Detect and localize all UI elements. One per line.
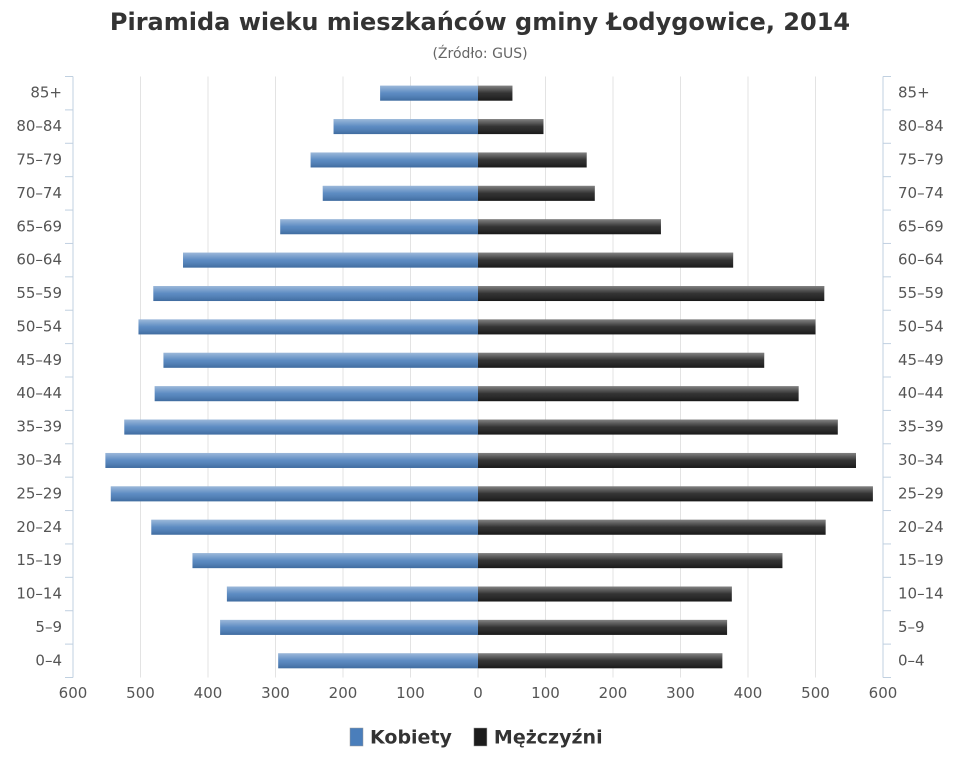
legend-swatch[interactable] <box>473 727 488 747</box>
chart-subtitle: (Źródło: GUS) <box>432 44 527 62</box>
category-label-right: 10–14 <box>898 585 944 603</box>
bar <box>478 452 856 468</box>
category-label-left: 65–69 <box>16 217 62 235</box>
bar <box>280 219 478 235</box>
category-label-right: 5–9 <box>898 618 925 636</box>
category-label-left: 10–14 <box>16 585 62 603</box>
category-label-right: 25–29 <box>898 484 944 502</box>
category-label-right: 40–44 <box>898 384 944 402</box>
bar <box>478 119 544 135</box>
bar <box>478 85 513 101</box>
x-tick-label: 600 <box>869 684 898 702</box>
bar <box>220 619 478 635</box>
bar <box>153 286 478 302</box>
bar <box>226 586 478 602</box>
category-label-left: 85+ <box>30 84 62 102</box>
bar <box>478 519 826 535</box>
chart-title: Piramida wieku mieszkańców gminy Łodygow… <box>110 8 850 36</box>
category-label-left: 35–39 <box>16 418 62 436</box>
bar <box>163 352 478 368</box>
category-label-right: 75–79 <box>898 150 944 168</box>
x-tick-label: 500 <box>801 684 830 702</box>
category-label-left: 75–79 <box>16 150 62 168</box>
category-label-left: 60–64 <box>16 251 62 269</box>
category-label-right: 30–34 <box>898 451 944 469</box>
x-tick-label: 400 <box>194 684 223 702</box>
category-label-right: 70–74 <box>898 184 944 202</box>
x-tick-label: 600 <box>59 684 88 702</box>
category-label-right: 45–49 <box>898 351 944 369</box>
bar <box>105 452 479 468</box>
bar <box>478 286 825 302</box>
bar <box>124 419 479 435</box>
category-label-right: 35–39 <box>898 418 944 436</box>
bar <box>478 319 816 335</box>
bar <box>478 386 799 402</box>
x-tick-label: 100 <box>531 684 560 702</box>
bar <box>278 653 478 669</box>
category-label-right: 15–19 <box>898 551 944 569</box>
category-label-right: 20–24 <box>898 518 944 536</box>
x-tick-label: 0 <box>473 684 483 702</box>
category-label-left: 80–84 <box>16 117 62 135</box>
category-label-right: 0–4 <box>898 651 925 669</box>
category-label-left: 70–74 <box>16 184 62 202</box>
bar <box>322 185 478 201</box>
x-tick-label: 200 <box>599 684 628 702</box>
bar <box>478 252 734 268</box>
bar <box>478 553 783 569</box>
category-label-left: 15–19 <box>16 551 62 569</box>
category-label-right: 50–54 <box>898 317 944 335</box>
category-label-right: 60–64 <box>898 251 944 269</box>
bar <box>310 152 478 168</box>
bar <box>478 419 838 435</box>
x-tick-label: 200 <box>329 684 358 702</box>
bar <box>110 486 479 502</box>
category-label-left: 5–9 <box>35 618 62 636</box>
category-label-left: 30–34 <box>16 451 62 469</box>
bar <box>478 619 728 635</box>
category-label-left: 20–24 <box>16 518 62 536</box>
x-tick-label: 400 <box>734 684 763 702</box>
bar <box>138 319 478 335</box>
bar <box>380 85 478 101</box>
legend-label[interactable]: Kobiety <box>370 727 453 749</box>
category-label-right: 65–69 <box>898 217 944 235</box>
x-tick-label: 500 <box>126 684 155 702</box>
bar <box>183 252 478 268</box>
bar <box>478 653 723 669</box>
category-label-right: 55–59 <box>898 284 944 302</box>
bar <box>478 486 873 502</box>
bar <box>478 352 765 368</box>
bar <box>333 119 478 135</box>
category-label-left: 55–59 <box>16 284 62 302</box>
legend-label[interactable]: Mężczyźni <box>494 727 603 749</box>
category-label-left: 0–4 <box>35 651 62 669</box>
category-label-left: 40–44 <box>16 384 62 402</box>
category-label-left: 45–49 <box>16 351 62 369</box>
bar <box>478 152 587 168</box>
bar <box>192 553 478 569</box>
bar <box>478 586 732 602</box>
bar <box>478 219 661 235</box>
category-label-right: 85+ <box>898 84 930 102</box>
bar <box>154 386 479 402</box>
category-label-left: 50–54 <box>16 317 62 335</box>
category-label-left: 25–29 <box>16 484 62 502</box>
x-tick-label: 100 <box>396 684 425 702</box>
bar <box>478 185 595 201</box>
category-label-right: 80–84 <box>898 117 944 135</box>
legend-swatch[interactable] <box>349 727 364 747</box>
bar <box>151 519 479 535</box>
x-tick-label: 300 <box>261 684 290 702</box>
x-tick-label: 300 <box>666 684 695 702</box>
